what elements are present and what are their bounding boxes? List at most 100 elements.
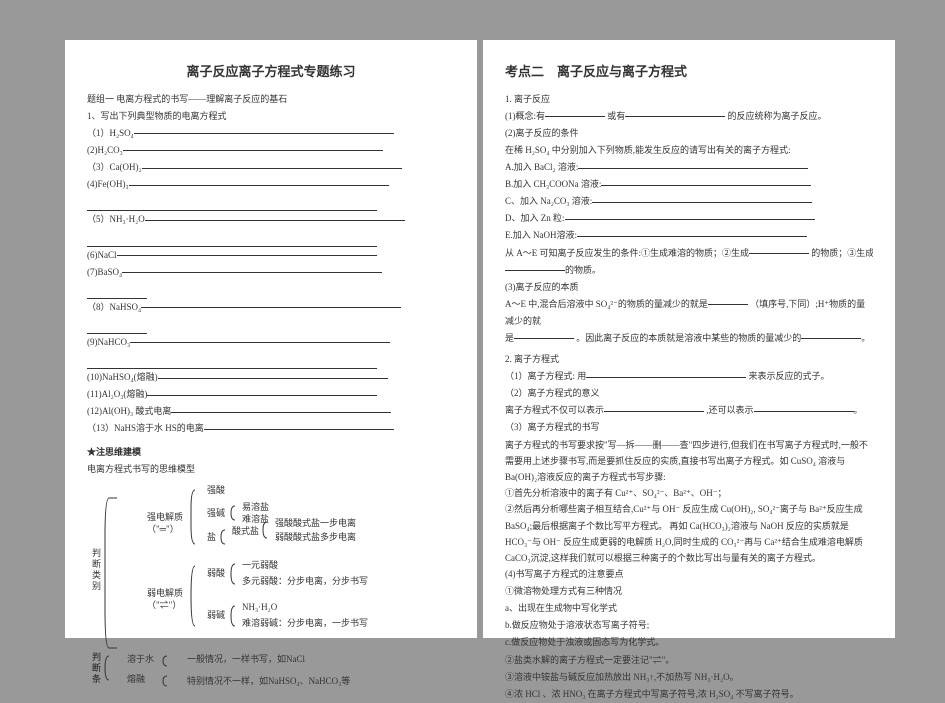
- s3-1: ①微溶物处理方式有三种情况: [505, 583, 873, 600]
- svg-text:多元弱酸：分步电离，分步书写: 多元弱酸：分步电离，分步书写: [242, 575, 368, 586]
- blank: [117, 255, 377, 256]
- svg-text:强碱: 强碱: [207, 508, 225, 518]
- blank: [749, 253, 809, 254]
- s2-1: （1）离子方程式: 用 来表示反应的式子。: [505, 368, 873, 385]
- s3-4: ④浓 HCl 、浓 HNO₃ 在离子方程式中写离子符号,浓 H₂SO₄ 不写离子…: [505, 686, 873, 703]
- item-1: （1）H₂SO₄: [87, 125, 455, 142]
- s1-4: (3)离子反应的本质: [505, 279, 873, 296]
- item-2: (2)H₂CO₃: [87, 142, 455, 159]
- item-8: （8）NaHSO₄: [87, 299, 455, 316]
- s2-2: （2）离子方程式的意义: [505, 385, 873, 402]
- blank: [754, 411, 854, 412]
- blank: [158, 378, 388, 379]
- svg-text:盐: 盐: [207, 531, 216, 542]
- sa: A.加入 BaCl₂ 溶液:: [505, 159, 873, 176]
- item-13: （13）NaHS溶于水 HS的电离: [87, 420, 455, 437]
- blank: [708, 304, 748, 305]
- blank: [130, 342, 390, 343]
- q1-line: 1、写出下列典型物质的电离方程式: [87, 108, 455, 125]
- svg-text:条: 条: [92, 673, 101, 684]
- cond2: 的物质。: [505, 262, 873, 279]
- svg-text:NH₃·H₂O: NH₃·H₂O: [242, 602, 278, 612]
- svg-text:特别情况不一样，如NaHSO₄、NaHCO₃等: 特别情况不一样，如NaHSO₄、NaHCO₃等: [187, 675, 350, 686]
- blank: [625, 116, 725, 117]
- s1-4a: A～E 中,混合后溶液中 SO₄²⁻的物质的量减少的就是 （填序号,下同）;H⁺…: [505, 296, 873, 330]
- s3-1a: a、出现在生成物中写化学式: [505, 600, 873, 617]
- blank: [505, 270, 565, 271]
- blank: [565, 219, 815, 220]
- blank: [545, 116, 605, 117]
- blank-line: [87, 351, 377, 369]
- item-7: (7)BaSO₄: [87, 264, 455, 281]
- blank: [142, 168, 402, 169]
- s1-4b: 是 。因此离子反应的本质就是溶液中某些的物质的量减少的。: [505, 330, 873, 347]
- blank: [601, 185, 811, 186]
- svg-text:弱酸: 弱酸: [207, 568, 225, 578]
- main-title: 离子反应离子方程式专题练习: [87, 60, 455, 85]
- svg-text:强电解质: 强电解质: [147, 511, 183, 522]
- blank: [577, 236, 807, 237]
- star-heading: ★注思维建模: [87, 444, 455, 461]
- cond: 从 A～E 可知离子反应发生的条件:①生成难溶的物质；②生成 的物质；③生成: [505, 245, 873, 262]
- blank: [604, 411, 704, 412]
- blank: [204, 429, 394, 430]
- svg-text:（"⇌"）: （"⇌"）: [147, 600, 181, 610]
- svg-text:弱电解质: 弱电解质: [147, 587, 183, 598]
- s3-1b: b.做反应物处于溶液状态写离子符号;: [505, 617, 873, 634]
- blank: [586, 377, 746, 378]
- s1: 1. 离子反应: [505, 91, 873, 108]
- svg-text:熔融: 熔融: [127, 673, 145, 684]
- item-12: (12)Al(OH)₃ 酸式电离: [87, 403, 455, 420]
- svg-text:强酸酸式盐一步电离: 强酸酸式盐一步电离: [275, 517, 356, 528]
- blank-line: [87, 281, 147, 299]
- subject-line: 题组一 电离方程式的书写——理解离子反应的基石: [87, 91, 455, 108]
- tree-diagram: 判断类别 强电解质 （"═"） 强酸 强碱 易溶盐 难溶盐 盐 酸式盐 强酸酸式…: [87, 478, 457, 688]
- tree-root1: 判断类别: [92, 547, 101, 591]
- blank: [129, 185, 389, 186]
- svg-text:强酸: 强酸: [207, 485, 225, 495]
- s3: (4)书写离子方程式的注意要点: [505, 566, 873, 583]
- left-page: 离子反应离子方程式专题练习 题组一 电离方程式的书写——理解离子反应的基石 1、…: [65, 40, 477, 638]
- star-sub: 电离方程式书写的思维模型: [87, 461, 455, 478]
- s2: 2. 离子方程式: [505, 351, 873, 368]
- blank: [145, 220, 405, 221]
- s3-3: ③溶液中铵盐与碱反应加热放出 NH₃↑,不加热写 NH₃·H₂O。: [505, 669, 873, 686]
- se: E.加入 NaOH溶液:: [505, 227, 873, 244]
- s2-3: 离子方程式不仅可以表示 ,还可以表示。: [505, 402, 873, 419]
- item-3: （3）Ca(OH)₂: [87, 159, 455, 176]
- p1: 离子方程式的书写要求按"写—拆——删——查"四步进行,但我们在书写离子方程式时,…: [505, 437, 873, 486]
- blank: [134, 133, 394, 134]
- s3-2: ②盐类水解的离子方程式一定要注记"⇌"。: [505, 652, 873, 669]
- svg-text:弱碱: 弱碱: [207, 610, 225, 620]
- svg-text:弱酸酸式盐多步电离: 弱酸酸式盐多步电离: [275, 531, 356, 542]
- svg-text:断: 断: [92, 662, 101, 673]
- item-6: (6)NaCl: [87, 247, 455, 264]
- svg-text:判: 判: [92, 651, 101, 662]
- p3: ②然后再分析哪些离子相互结合,Cu²⁺与 OH⁻ 反应生成 Cu(OH)₂, S…: [505, 501, 873, 566]
- right-page: 考点二 离子反应与离子方程式 1. 离子反应 (1)概念:有 或有 的反应统称为…: [483, 40, 895, 638]
- sd: D、加入 Zn 粒:: [505, 210, 873, 227]
- blank: [141, 307, 401, 308]
- blank-line: [87, 228, 377, 246]
- blank: [578, 168, 808, 169]
- item-5: （5）NH₃·H₂O: [87, 211, 455, 228]
- blank: [122, 272, 382, 273]
- svg-text:酸式盐: 酸式盐: [232, 525, 259, 536]
- item-10: (10)NaHSO₄(熔融): [87, 369, 455, 386]
- blank: [123, 150, 383, 151]
- svg-text:溶于水: 溶于水: [127, 653, 154, 664]
- svg-text:一般情况，一样书写，如NaCl: 一般情况，一样书写，如NaCl: [187, 653, 305, 664]
- svg-text:难溶弱碱：分步电离，一步书写: 难溶弱碱：分步电离，一步书写: [242, 617, 368, 628]
- item-4: (4)Fe(OH)₃: [87, 176, 455, 193]
- blank: [171, 412, 391, 413]
- p2: ①首先分析溶液中的离子有 Cu²⁺、SO₄²⁻、Ba²⁺、OH⁻；: [505, 485, 873, 501]
- s1-3: 在稀 H₂SO₄ 中分别加入下列物质,能发生反应的请写出有关的离子方程式:: [505, 142, 873, 159]
- blank: [592, 202, 812, 203]
- s2-4: （3）离子方程式的书写: [505, 419, 873, 436]
- s1-2: (2)离子反应的条件: [505, 125, 873, 142]
- svg-text:（"═"）: （"═"）: [147, 524, 179, 534]
- right-heading: 考点二 离子反应与离子方程式: [505, 60, 873, 85]
- s1-1: (1)概念:有 或有 的反应统称为离子反应。: [505, 108, 873, 125]
- svg-text:一元弱酸: 一元弱酸: [242, 560, 278, 570]
- s3-1c: c.做反应物处于浊液或固态写为化学式。: [505, 634, 873, 651]
